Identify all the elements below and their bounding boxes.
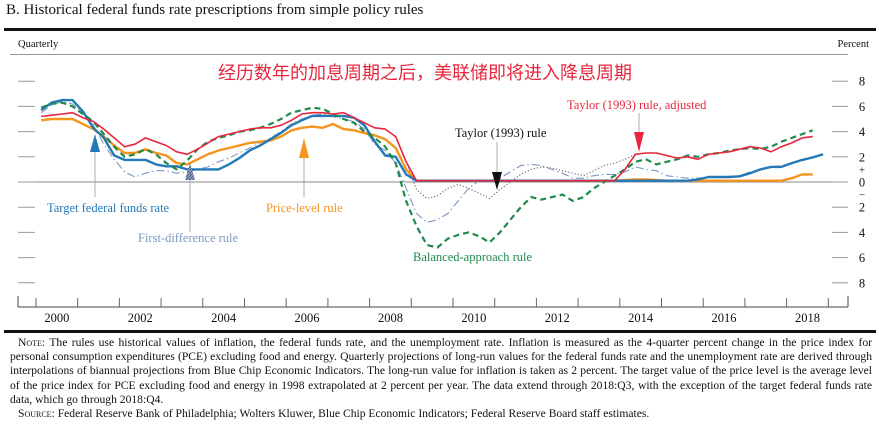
unit-label: Percent [837, 39, 870, 50]
source-text: Federal Reserve Bank of Philadelphia; Wo… [57, 407, 650, 421]
series-line-balanced-approach-rule [40, 101, 814, 249]
top-rule [4, 28, 876, 31]
y-tick-label: 2 [859, 150, 865, 164]
y-tick-label: 0 [859, 176, 865, 190]
x-tick-label: 2008 [378, 311, 403, 325]
x-tick-label: 2004 [211, 311, 237, 325]
x-tick-label: 2000 [44, 311, 69, 325]
overlay-chinese-text: 经历数年的加息周期之后，美联储即将进入降息周期 [218, 63, 632, 84]
taylor-arrow-icon [492, 172, 502, 190]
x-tick-label: 2014 [628, 311, 654, 325]
taylor-adjusted-arrow-icon [634, 132, 644, 152]
y-tick-label: 8 [859, 75, 865, 89]
y-tick-label: 2 [859, 201, 865, 215]
header-rule [10, 54, 848, 55]
frequency-label: Quarterly [18, 39, 59, 50]
y-tick-label: 6 [859, 251, 865, 265]
x-tick-label: 2016 [712, 311, 737, 325]
y-sign-minus: − [859, 190, 865, 202]
source-head: Source: [18, 407, 55, 421]
x-tick-label: 2018 [795, 311, 820, 325]
series-line-first-difference-rule [40, 100, 813, 223]
note-head: Note: [18, 336, 46, 349]
chart-title: B. Historical federal funds rate prescri… [6, 2, 424, 18]
first-difference-arrow-icon [185, 163, 195, 180]
label-target-federal-funds-rate: Target federal funds rate [47, 201, 170, 215]
x-tick-label: 2002 [128, 311, 153, 325]
series-line-taylor-1993-rule-adjusted [41, 111, 813, 182]
series-line-price-level-rule [41, 117, 813, 182]
label-balanced-approach-rule: Balanced-approach rule [413, 250, 532, 264]
label-first-difference-rule: First-difference rule [138, 231, 239, 245]
y-tick-label: 6 [859, 100, 865, 114]
y-tick-label: 4 [859, 226, 866, 240]
note-paragraph: Note: The rules use historical values of… [10, 336, 872, 407]
label-price-level-rule: Price-level rule [266, 201, 343, 215]
source-paragraph: Source: Federal Reserve Bank of Philadel… [10, 407, 872, 421]
note-text: The rules use historical values of infla… [10, 336, 872, 406]
label-taylor-1993-rule-adjusted: Taylor (1993) rule, adjusted [567, 98, 707, 112]
x-tick-label: 2006 [295, 311, 320, 325]
x-tick-label: 2010 [461, 311, 486, 325]
series-line-target-federal-funds-rate [40, 98, 824, 182]
label-taylor-1993-rule: Taylor (1993) rule [455, 126, 547, 140]
y-tick-label: 8 [859, 276, 865, 290]
chart-note: Note: The rules use historical values of… [10, 336, 872, 421]
price-level-arrow-icon [299, 138, 309, 158]
chart-plot: 8 6 4 2 0 2 4 6 8 + − 2000 2002 2004 2006 2008 2010 2012 2… [17, 63, 866, 325]
y-sign-plus: + [859, 164, 865, 176]
y-tick-label: 4 [859, 125, 866, 139]
x-tick-label: 2012 [545, 311, 570, 325]
footer-rule [4, 330, 876, 333]
target-rate-arrow-icon [90, 134, 100, 152]
